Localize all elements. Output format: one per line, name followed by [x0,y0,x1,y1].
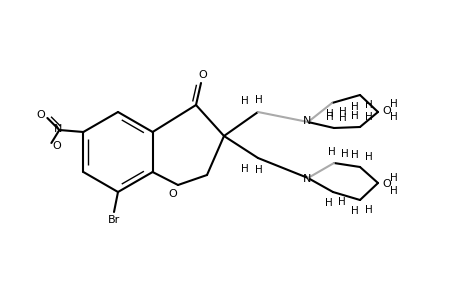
Text: H: H [364,205,372,215]
Text: H: H [364,112,372,122]
Text: H: H [255,95,262,105]
Text: H: H [364,152,372,162]
Text: O: O [382,179,391,189]
Text: N: N [302,174,310,184]
Text: H: H [350,150,358,160]
Text: O: O [52,141,61,151]
Text: H: H [350,111,358,121]
Text: H: H [338,107,346,117]
Text: H: H [350,206,358,216]
Text: H: H [350,102,358,112]
Text: H: H [341,149,348,159]
Text: H: H [364,100,372,110]
Text: H: H [325,109,333,119]
Text: O: O [168,189,177,199]
Text: H: H [389,173,397,183]
Text: O: O [382,106,391,116]
Text: N: N [54,124,62,134]
Text: H: H [325,112,333,122]
Text: H: H [389,99,397,109]
Text: N: N [302,116,310,126]
Text: H: H [241,164,248,174]
Text: H: H [338,113,346,123]
Text: H: H [389,186,397,196]
Text: H: H [327,147,335,157]
Text: H: H [241,96,248,106]
Text: O: O [198,70,207,80]
Text: Br: Br [108,215,120,225]
Text: H: H [255,165,262,175]
Text: H: H [389,112,397,122]
Text: H: H [337,197,345,207]
Text: O: O [36,110,45,120]
Text: H: H [325,198,332,208]
